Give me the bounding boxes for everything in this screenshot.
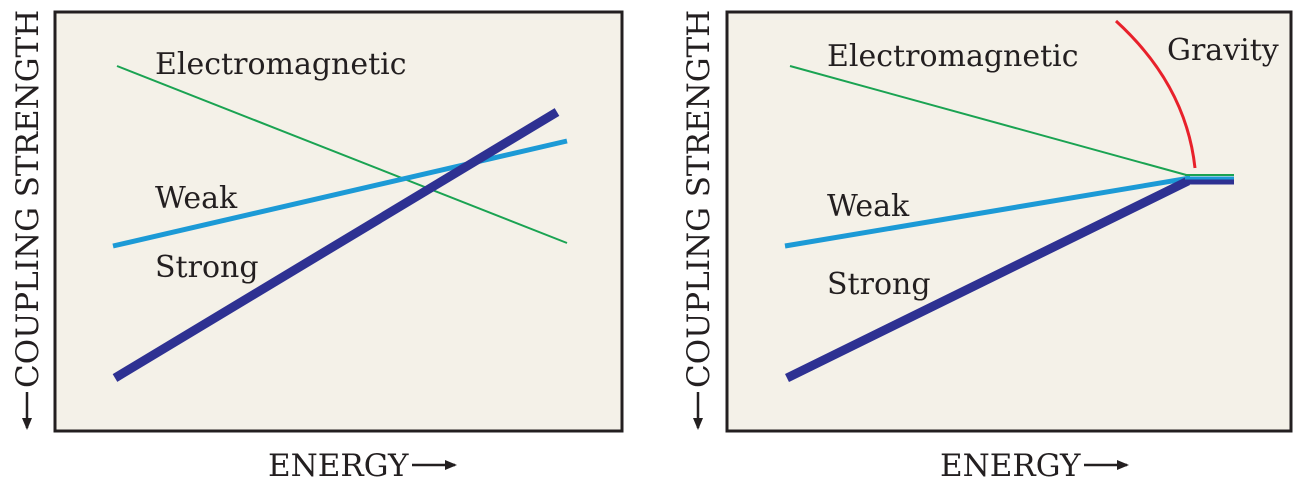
right-gravity-curve [1114, 19, 1197, 169]
left-y-axis-label: COUPLING STRENGTH [10, 10, 46, 388]
left-strong-line [112, 108, 560, 382]
left-electromagnetic-line [116, 65, 568, 244]
right-y-axis-label: COUPLING STRENGTH [681, 10, 717, 388]
right-weak-line [784, 175, 1191, 249]
right-weak-label: Weak [827, 189, 910, 224]
left-panel: Electromagnetic Weak Strong COUPLING STR… [10, 10, 624, 479]
right-electromagnetic-line [789, 65, 1191, 177]
right-x-axis-label: ENERGY [940, 448, 1081, 479]
left-x-axis-label: ENERGY [268, 448, 409, 479]
right-strong-label: Strong [827, 267, 931, 302]
left-weak-label: Weak [155, 181, 238, 216]
right-gravity-label: Gravity [1167, 33, 1279, 68]
right-panel: Electromagnetic Gravity Weak Strong COUP… [681, 10, 1293, 479]
right-electromagnetic-label: Electromagnetic [827, 39, 1079, 74]
left-strong-label: Strong [155, 250, 259, 285]
left-electromagnetic-label: Electromagnetic [155, 47, 407, 82]
right-strong-line [785, 176, 1190, 383]
left-weak-line [112, 138, 568, 249]
